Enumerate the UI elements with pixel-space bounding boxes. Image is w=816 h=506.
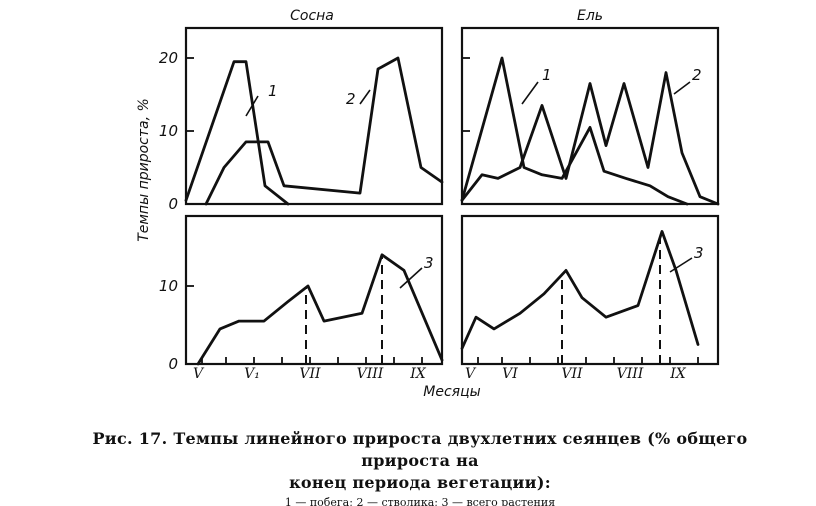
- y-tick-label: 20: [159, 49, 178, 67]
- x-tick-label: VII: [299, 366, 321, 382]
- series-line: [460, 56, 689, 206]
- curve-label: 2: [692, 66, 702, 84]
- plot-area-pine-top: 0 10 20 1 2: [159, 49, 444, 213]
- caption-legend: 1 — побега; 2 — стволика; 3 — всего раст…: [284, 496, 556, 506]
- panel-frame: [184, 214, 444, 366]
- panel-frame: [460, 26, 720, 206]
- y-axis-label: Темпы прироста, %: [136, 98, 152, 242]
- panel-title-pine: Сосна: [290, 8, 334, 24]
- panel-title-spruce: Ель: [577, 8, 603, 24]
- x-tick-label: VIII: [617, 366, 644, 382]
- y-tick-label: 10: [159, 277, 178, 295]
- curve-label-leader: [399, 267, 423, 289]
- caption-line-1: Рис. 17. Темпы линейного прироста двухле…: [92, 429, 748, 470]
- x-tick-label: V: [193, 366, 205, 382]
- panel-bottom-left: 0 10 V V₁ VII VIII IX 3: [159, 214, 444, 382]
- series-line: [204, 56, 444, 206]
- curve-label: 2: [346, 90, 356, 108]
- x-tick-label: V: [465, 366, 477, 382]
- y-tick-label: 0: [168, 355, 178, 373]
- x-tick-label: IX: [669, 366, 687, 382]
- x-tick-label: VIII: [357, 366, 384, 382]
- curve-label: 3: [694, 244, 704, 262]
- curve-label: 1: [542, 66, 552, 84]
- caption-title: Рис. 17. Темпы линейного прироста двухле…: [60, 428, 780, 494]
- curve-label-leader: [669, 257, 693, 273]
- plot-area-pine-bottom: 0 10 V V₁ VII VIII IX 3: [159, 253, 444, 382]
- series-line: [460, 71, 720, 206]
- curve-label: 1: [268, 82, 278, 100]
- series-line: [196, 253, 444, 366]
- curve-label-leader: [359, 89, 371, 105]
- panel-frame: [460, 214, 720, 366]
- panel-frame: [184, 26, 444, 206]
- x-tick-label: VI: [502, 366, 518, 382]
- x-tick-label: IX: [409, 366, 427, 382]
- figure-caption: Рис. 17. Темпы линейного прироста двухле…: [60, 428, 780, 506]
- y-tick-label: 10: [159, 122, 178, 140]
- plot-area-spruce-bottom: V VI VII VIII IX 3: [460, 229, 704, 382]
- caption-line-2: конец периода вегетации):: [289, 473, 551, 492]
- panel-bottom-right: V VI VII VIII IX 3: [460, 214, 720, 382]
- x-axis-label: Месяцы: [423, 384, 480, 400]
- y-tick-label: 0: [168, 195, 178, 213]
- series-line: [184, 60, 290, 206]
- curve-label-leader: [673, 81, 691, 95]
- curve-label-leader: [245, 95, 259, 117]
- series-line: [460, 229, 700, 350]
- curve-label-leader: [521, 81, 539, 105]
- curve-label: 3: [424, 254, 434, 272]
- x-tick-label: V₁: [244, 366, 260, 382]
- x-tick-label: VII: [561, 366, 583, 382]
- panel-top-left: Сосна 0 10 20 1 2: [159, 8, 444, 213]
